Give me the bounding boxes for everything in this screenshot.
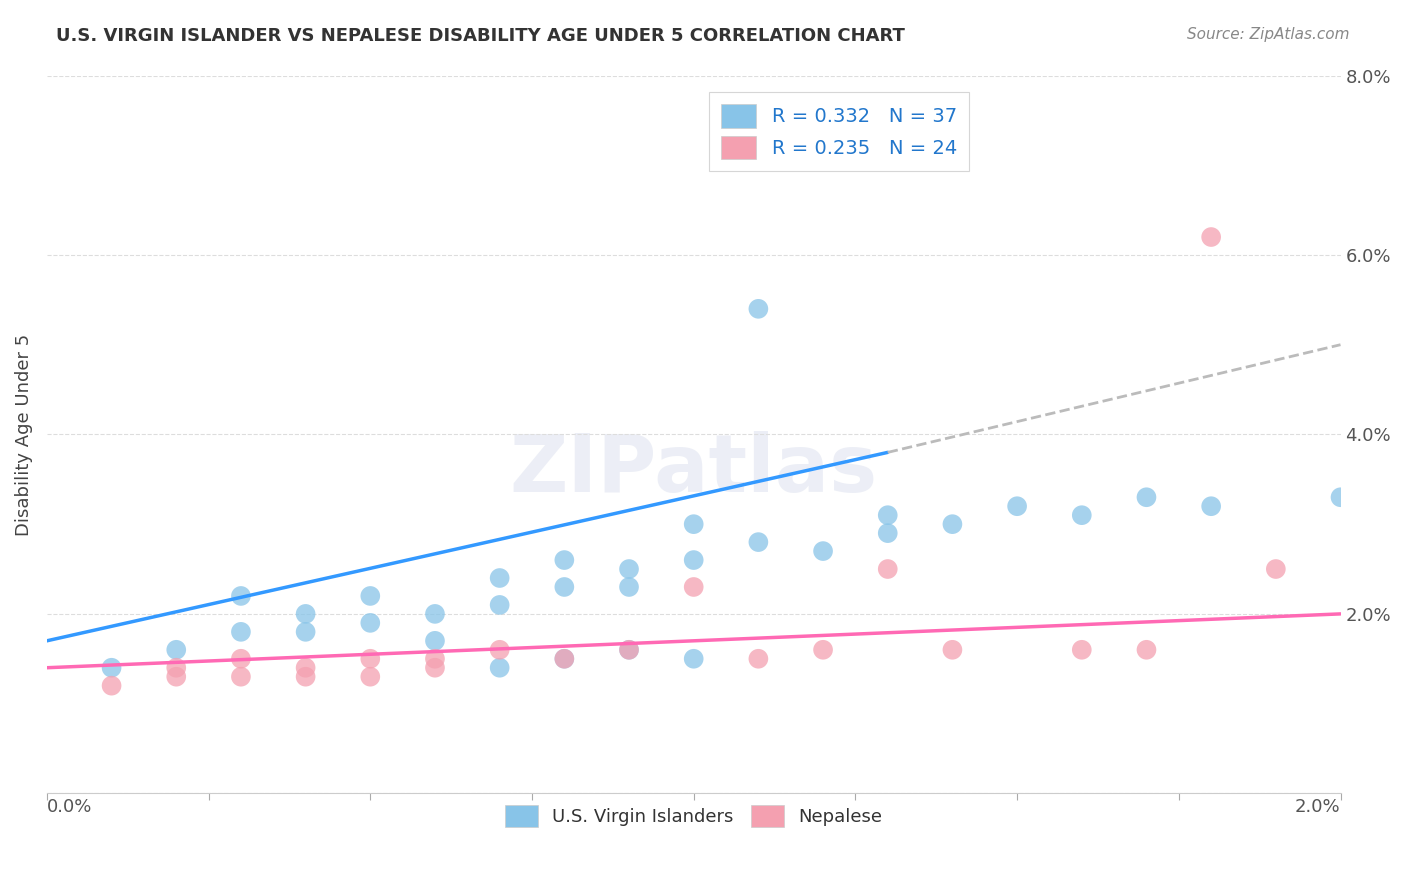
Point bbox=[488, 598, 510, 612]
Point bbox=[682, 553, 704, 567]
Point bbox=[1135, 642, 1157, 657]
Point bbox=[1264, 562, 1286, 576]
Text: ZIPatlas: ZIPatlas bbox=[509, 432, 877, 509]
Point bbox=[165, 642, 187, 657]
Point bbox=[747, 535, 769, 549]
Point bbox=[1070, 642, 1092, 657]
Point bbox=[747, 301, 769, 316]
Point bbox=[488, 642, 510, 657]
Point bbox=[617, 642, 640, 657]
Point bbox=[1135, 490, 1157, 504]
Point bbox=[811, 642, 834, 657]
Text: U.S. VIRGIN ISLANDER VS NEPALESE DISABILITY AGE UNDER 5 CORRELATION CHART: U.S. VIRGIN ISLANDER VS NEPALESE DISABIL… bbox=[56, 27, 905, 45]
Point bbox=[1005, 500, 1028, 514]
Point bbox=[229, 670, 252, 684]
Point bbox=[1070, 508, 1092, 523]
Point bbox=[941, 517, 963, 532]
Point bbox=[294, 607, 316, 621]
Point bbox=[488, 571, 510, 585]
Point bbox=[553, 652, 575, 666]
Point bbox=[229, 652, 252, 666]
Point bbox=[359, 589, 381, 603]
Point bbox=[100, 661, 122, 675]
Point bbox=[941, 642, 963, 657]
Point bbox=[229, 624, 252, 639]
Point bbox=[1329, 490, 1351, 504]
Point bbox=[682, 652, 704, 666]
Point bbox=[229, 589, 252, 603]
Point bbox=[747, 652, 769, 666]
Point bbox=[423, 661, 446, 675]
Point bbox=[876, 562, 898, 576]
Point bbox=[165, 661, 187, 675]
Text: Source: ZipAtlas.com: Source: ZipAtlas.com bbox=[1187, 27, 1350, 42]
Point bbox=[423, 652, 446, 666]
Point bbox=[165, 670, 187, 684]
Point bbox=[876, 508, 898, 523]
Point bbox=[617, 580, 640, 594]
Text: 2.0%: 2.0% bbox=[1295, 797, 1340, 815]
Point bbox=[682, 517, 704, 532]
Point bbox=[876, 526, 898, 541]
Point bbox=[100, 679, 122, 693]
Point bbox=[359, 670, 381, 684]
Text: 0.0%: 0.0% bbox=[46, 797, 93, 815]
Point bbox=[811, 544, 834, 558]
Point bbox=[294, 661, 316, 675]
Point bbox=[553, 652, 575, 666]
Y-axis label: Disability Age Under 5: Disability Age Under 5 bbox=[15, 334, 32, 535]
Point bbox=[423, 607, 446, 621]
Point bbox=[553, 553, 575, 567]
Point bbox=[423, 633, 446, 648]
Legend: U.S. Virgin Islanders, Nepalese: U.S. Virgin Islanders, Nepalese bbox=[498, 798, 890, 835]
Point bbox=[553, 580, 575, 594]
Point bbox=[1199, 500, 1222, 514]
Point bbox=[1199, 230, 1222, 244]
Point bbox=[294, 670, 316, 684]
Point bbox=[488, 661, 510, 675]
Point bbox=[294, 624, 316, 639]
Point bbox=[359, 652, 381, 666]
Point bbox=[359, 615, 381, 630]
Point bbox=[617, 562, 640, 576]
Point bbox=[682, 580, 704, 594]
Point bbox=[617, 642, 640, 657]
